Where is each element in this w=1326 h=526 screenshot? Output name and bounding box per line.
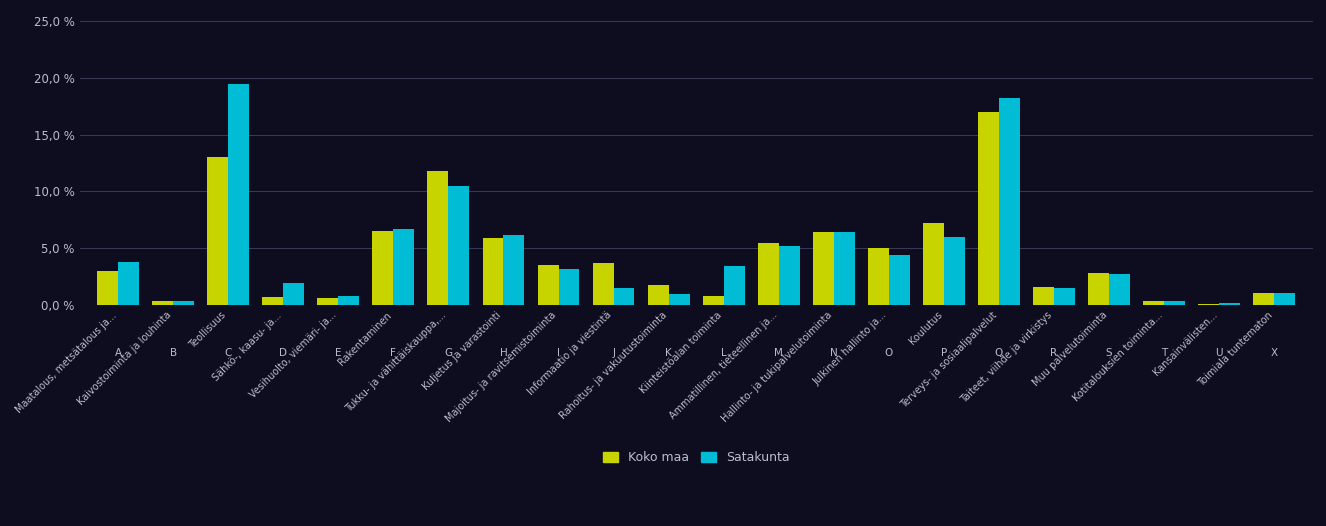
Text: E: E (335, 348, 342, 358)
Bar (152, 300, 174, 305)
Legend: Koko maa, Satakunta: Koko maa, Satakunta (598, 446, 794, 469)
Text: Q: Q (994, 348, 1002, 358)
Bar (1054, 288, 1075, 305)
Text: T: T (1162, 348, 1167, 358)
Bar (558, 269, 579, 305)
Bar (284, 284, 304, 305)
Text: X: X (1270, 348, 1278, 358)
Text: A: A (114, 348, 122, 358)
Bar (998, 98, 1020, 305)
Bar (228, 84, 249, 305)
Bar (647, 285, 668, 305)
Text: D: D (280, 348, 288, 358)
Text: N: N (830, 348, 838, 358)
Bar (427, 171, 448, 305)
Bar (504, 235, 524, 305)
Bar (758, 242, 778, 305)
Bar (1219, 303, 1240, 305)
Bar (778, 246, 800, 305)
Bar (1164, 300, 1185, 305)
Bar (869, 248, 888, 305)
Text: O: O (884, 348, 892, 358)
Bar (1199, 304, 1219, 305)
Text: F: F (390, 348, 396, 358)
Bar (1253, 292, 1274, 305)
Bar (483, 238, 504, 305)
Bar (448, 186, 469, 305)
Bar (1033, 287, 1054, 305)
Bar (923, 223, 944, 305)
Bar (1274, 292, 1296, 305)
Text: R: R (1050, 348, 1058, 358)
Bar (118, 262, 139, 305)
Bar (1109, 275, 1130, 305)
Text: I: I (557, 348, 560, 358)
Bar (834, 232, 855, 305)
Bar (979, 112, 998, 305)
Text: U: U (1216, 348, 1223, 358)
Bar (703, 296, 724, 305)
Text: L: L (721, 348, 727, 358)
Bar (593, 263, 614, 305)
Bar (317, 298, 338, 305)
Bar (97, 271, 118, 305)
Text: H: H (500, 348, 508, 358)
Text: K: K (666, 348, 672, 358)
Bar (944, 237, 965, 305)
Bar (888, 255, 910, 305)
Bar (174, 300, 194, 305)
Bar (394, 229, 414, 305)
Text: J: J (613, 348, 615, 358)
Bar (668, 294, 690, 305)
Bar (724, 267, 745, 305)
Bar (207, 157, 228, 305)
Text: C: C (224, 348, 232, 358)
Bar (338, 296, 359, 305)
Bar (263, 297, 284, 305)
Bar (1143, 300, 1164, 305)
Text: G: G (444, 348, 452, 358)
Bar (813, 232, 834, 305)
Text: P: P (940, 348, 947, 358)
Bar (1089, 274, 1109, 305)
Bar (537, 265, 558, 305)
Bar (373, 231, 394, 305)
Text: M: M (774, 348, 784, 358)
Text: S: S (1106, 348, 1113, 358)
Bar (614, 288, 635, 305)
Text: B: B (170, 348, 176, 358)
